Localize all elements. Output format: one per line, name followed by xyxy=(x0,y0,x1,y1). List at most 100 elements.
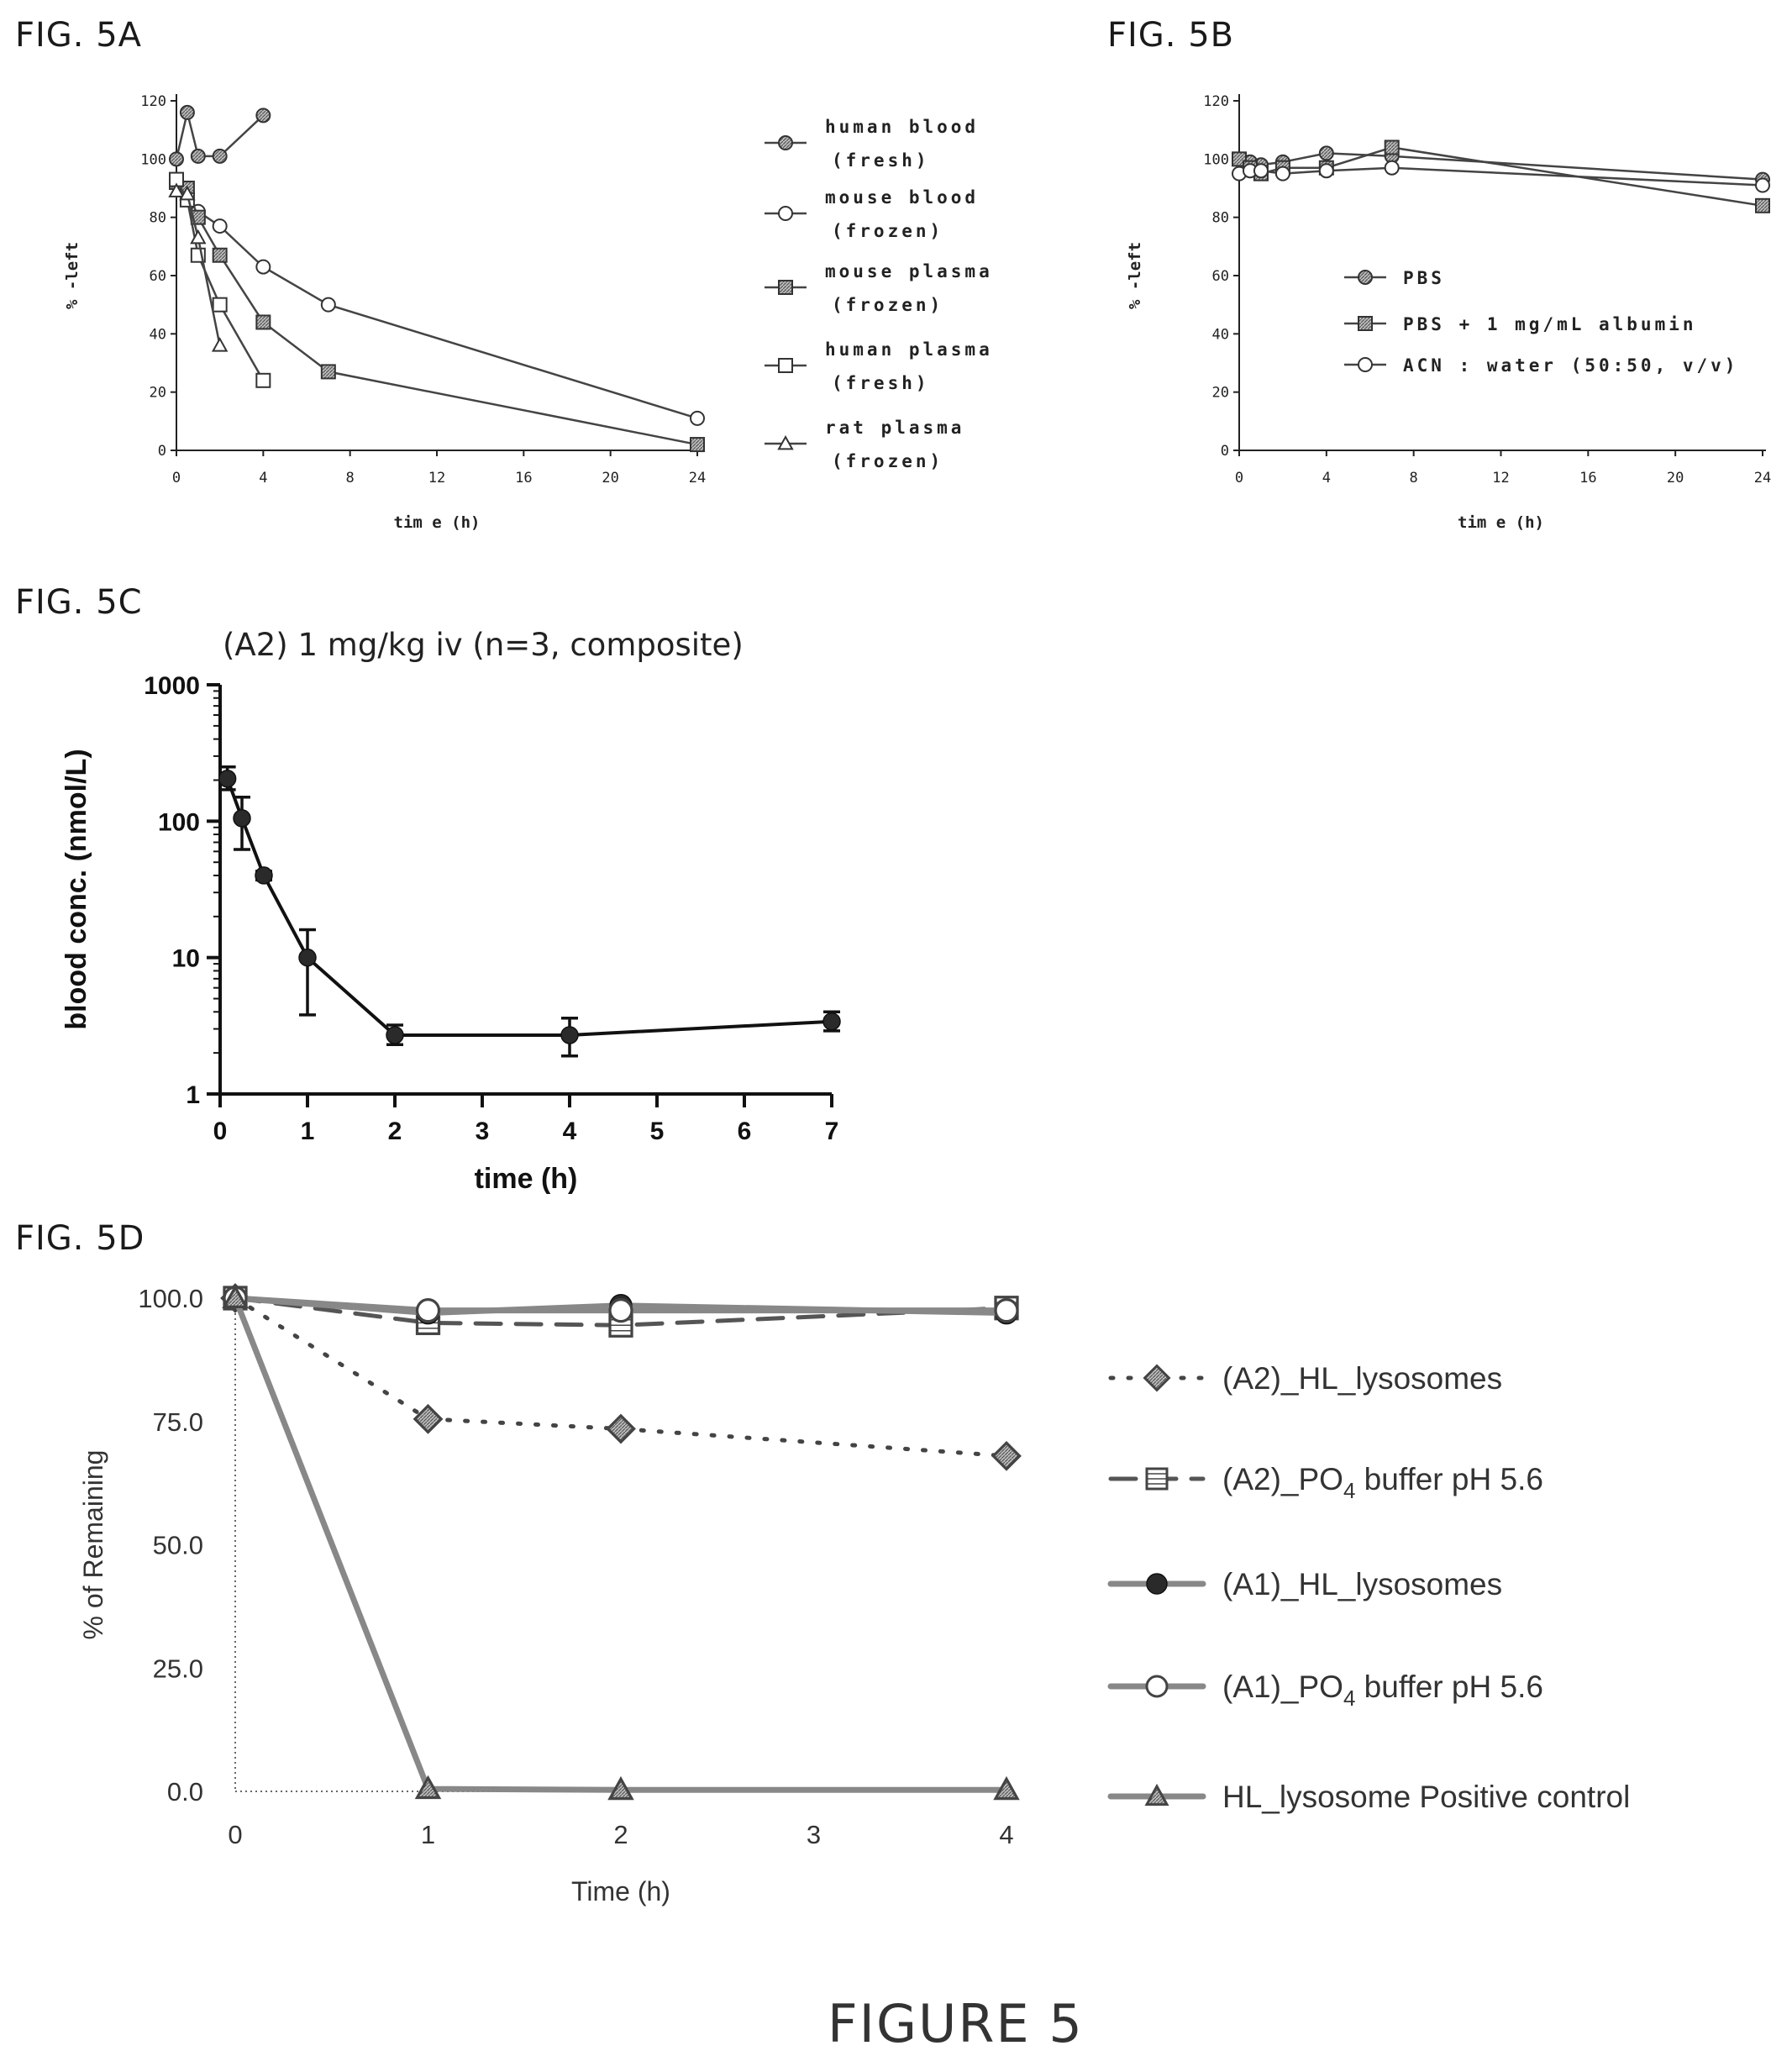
series-line xyxy=(225,778,833,1037)
legend-marker xyxy=(1146,1573,1168,1595)
y-axis-label: % of Remaining xyxy=(78,1450,108,1640)
data-point xyxy=(212,218,228,234)
x-axis-label: tim e (h) xyxy=(1458,513,1544,532)
x-tick-label: 12 xyxy=(1492,470,1509,486)
y-tick-label: 100.0 xyxy=(138,1284,203,1313)
plot-5b: 0 20 40 60 80 100 120 0 4 8 12 16 20 24 tim e (h) % -le… xyxy=(1126,93,1771,532)
y-tick-label: 25.0 xyxy=(153,1654,203,1683)
plot-5d: 0.0 25.0 50.0 75.0 100.0 0 1 2 3 4 Time (h) % of Re… xyxy=(78,1283,1022,1906)
data-point xyxy=(320,297,336,313)
legend-label-sub: (frozen) xyxy=(832,451,943,471)
data-point xyxy=(1253,163,1269,179)
x-tick-label: 4 xyxy=(1322,470,1331,486)
y-tick-label: 100 xyxy=(158,808,200,836)
legend-marker xyxy=(778,135,793,150)
legend-label: human blood xyxy=(825,117,979,137)
data-point xyxy=(212,247,228,263)
data-point xyxy=(386,1026,404,1044)
series-1 xyxy=(1232,139,1770,213)
y-tick-label: 75.0 xyxy=(153,1407,203,1437)
series-2 xyxy=(169,175,705,453)
data-point xyxy=(255,259,271,275)
series-2 xyxy=(1232,160,1770,193)
legend-marker xyxy=(1358,357,1373,372)
y-tick-label: 120 xyxy=(140,93,166,110)
x-tick-label: 3 xyxy=(476,1118,490,1145)
series-line xyxy=(1238,166,1763,187)
y-tick-label: 0.0 xyxy=(167,1777,203,1806)
data-point xyxy=(320,364,336,380)
legend-label-subscript: 4 xyxy=(1343,1478,1355,1503)
data-point xyxy=(298,948,317,967)
series-line xyxy=(176,181,698,446)
legend-5d: (A2)_HL_lysosomes(A2)_PO4 buffer pH 5.6(… xyxy=(1107,1361,1630,1814)
legend-label: PBS xyxy=(1403,268,1445,288)
x-tick-label: 16 xyxy=(1579,470,1596,486)
x-axis-label: time (h) xyxy=(475,1163,578,1195)
data-point xyxy=(415,1298,441,1323)
data-point xyxy=(413,1403,444,1434)
series-line xyxy=(233,1296,1009,1328)
x-tick-label: 20 xyxy=(1667,470,1684,486)
series-line xyxy=(175,178,698,420)
legend-label-rest: buffer pH 5.6 xyxy=(1355,1462,1543,1496)
x-tick-label: 2 xyxy=(388,1118,402,1145)
legend-marker xyxy=(778,358,793,373)
legend-marker xyxy=(777,434,794,450)
x-axis-label: tim e (h) xyxy=(394,513,481,532)
x-tick-label: 4 xyxy=(999,1820,1013,1849)
x-tick-label: 0 xyxy=(228,1820,242,1849)
x-tick-label: 24 xyxy=(1754,470,1771,486)
error-bar xyxy=(299,928,316,1017)
series-0 xyxy=(1232,145,1770,187)
data-point xyxy=(168,182,185,197)
x-tick-label: 8 xyxy=(1410,470,1418,486)
x-tick-label: 12 xyxy=(428,470,445,486)
legend-marker xyxy=(1143,1364,1171,1392)
y-tick-label: 1000 xyxy=(144,672,200,700)
x-tick-label: 3 xyxy=(807,1820,821,1849)
legend-5b: PBS PBS + 1 mg/mL albumin ACN : water (50:… xyxy=(1344,268,1738,376)
x-tick-label: 6 xyxy=(738,1118,752,1145)
y-tick-label: 0 xyxy=(1221,443,1229,460)
y-tick-label: 10 xyxy=(172,945,200,973)
data-point xyxy=(179,185,196,201)
data-point xyxy=(255,866,273,885)
legend-label: (A1)_HL_lysosomes xyxy=(1222,1567,1502,1601)
series-4 xyxy=(222,1284,1020,1801)
data-point xyxy=(212,148,228,164)
x-tick-label: 7 xyxy=(825,1118,839,1145)
y-tick-label: 100 xyxy=(140,151,166,168)
data-point xyxy=(222,1284,249,1309)
plot-5a: 0 20 40 60 80 100 120 0 4 8 12 16 20 24 tim e (h) % -le… xyxy=(63,93,706,532)
data-point xyxy=(190,148,206,164)
series-line xyxy=(1238,146,1763,208)
panel-label-5d: FIG. 5D xyxy=(15,1219,145,1258)
y-tick-label: 80 xyxy=(150,210,166,227)
data-point xyxy=(255,372,271,388)
y-tick-label: 50.0 xyxy=(153,1531,203,1560)
y-tick-label: 100 xyxy=(1203,151,1229,168)
series-4 xyxy=(168,182,229,352)
legend-label: (A2)_PO4 buffer pH 5.6 xyxy=(1222,1462,1543,1503)
x-tick-label: 1 xyxy=(301,1118,315,1145)
data-point xyxy=(1384,139,1400,155)
data-point xyxy=(993,1775,1020,1801)
y-tick-label: 40 xyxy=(1212,326,1229,343)
panel-5d: FIG. 5D 0.0 25.0 50.0 75.0 100.0 0 1 2 3 4 Time (h… xyxy=(15,1219,1630,1906)
legend-label: (A2)_HL_lysosomes xyxy=(1222,1361,1502,1396)
x-tick-label: 24 xyxy=(689,470,706,486)
legend-label-main: (A2)_PO xyxy=(1222,1462,1343,1496)
legend-label-main: (A1)_HL_lysosomes xyxy=(1222,1567,1502,1601)
x-tick-label: 0 xyxy=(1235,470,1243,486)
x-tick-label: 0 xyxy=(172,470,181,486)
y-axis-label: % -left xyxy=(63,242,81,309)
legend-marker xyxy=(1144,1783,1169,1806)
data-point xyxy=(218,769,237,788)
legend-marker xyxy=(778,206,793,221)
legend-label: ACN : water (50:50, v/v) xyxy=(1403,355,1738,376)
panel-label-5b: FIG. 5B xyxy=(1107,16,1234,55)
data-point xyxy=(179,104,195,120)
